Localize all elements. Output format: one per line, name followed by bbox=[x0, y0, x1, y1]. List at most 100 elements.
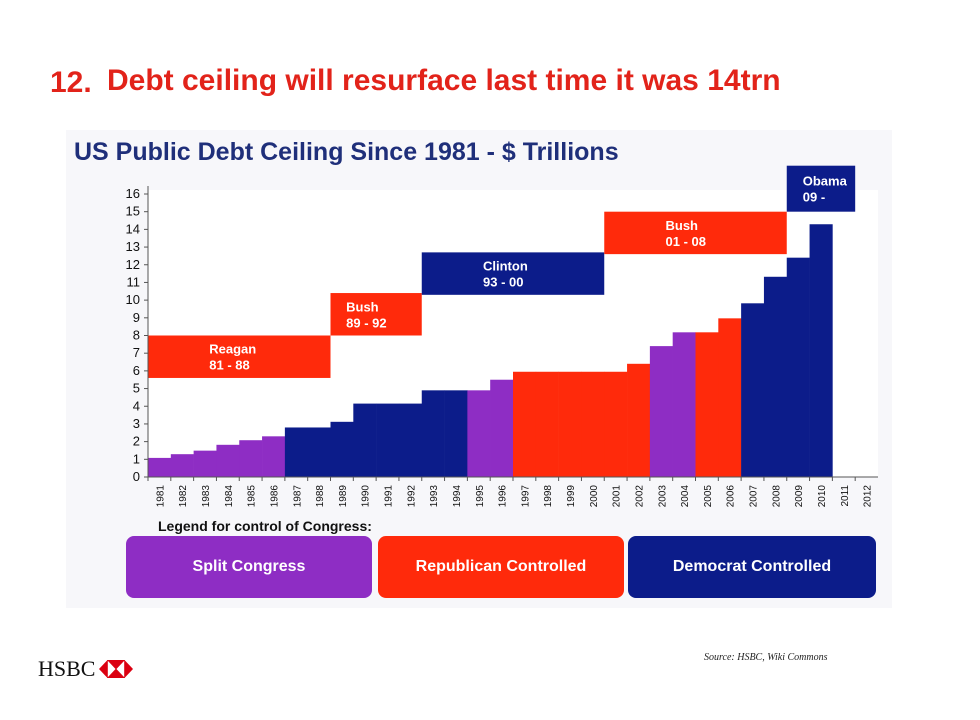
x-tick-label-1998: 1998 bbox=[543, 485, 554, 508]
y-tick-label-2: 2 bbox=[133, 434, 140, 449]
hsbc-hexagon-icon bbox=[99, 660, 134, 678]
slide-title: Debt ceiling will resurface last time it… bbox=[107, 64, 781, 97]
bar-1983 bbox=[193, 450, 217, 477]
y-tick-label-10: 10 bbox=[126, 292, 140, 307]
bar-1990 bbox=[353, 403, 377, 477]
y-tick-label-7: 7 bbox=[133, 345, 140, 360]
presidency-name-0: Reagan bbox=[209, 342, 256, 357]
y-tick-label-8: 8 bbox=[133, 328, 140, 343]
x-tick-label-1984: 1984 bbox=[224, 485, 235, 508]
slide-number: 12. bbox=[50, 66, 92, 99]
x-tick-label-1988: 1988 bbox=[315, 485, 326, 508]
x-tick-label-1999: 1999 bbox=[566, 485, 577, 508]
y-tick-label-3: 3 bbox=[133, 416, 140, 431]
bar-1988 bbox=[307, 427, 331, 477]
legend-democrat-controlled: Democrat Controlled bbox=[628, 536, 876, 598]
y-tick-label-5: 5 bbox=[133, 381, 140, 396]
x-tick-label-2008: 2008 bbox=[771, 485, 782, 508]
presidency-years-1: 89 - 92 bbox=[346, 315, 386, 330]
x-tick-label-2000: 2000 bbox=[589, 485, 600, 508]
chart-title: US Public Debt Ceiling Since 1981 - $ Tr… bbox=[74, 138, 619, 166]
x-tick-label-2010: 2010 bbox=[817, 485, 828, 508]
bar-2007 bbox=[741, 303, 765, 477]
x-tick-label-1996: 1996 bbox=[498, 485, 509, 508]
y-tick-label-15: 15 bbox=[126, 204, 140, 219]
x-tick-label-2012: 2012 bbox=[863, 485, 874, 508]
bar-1986 bbox=[262, 436, 286, 477]
x-tick-label-2007: 2007 bbox=[749, 485, 760, 508]
y-tick-label-6: 6 bbox=[133, 363, 140, 378]
bar-2010 bbox=[809, 224, 833, 477]
x-tick-label-1997: 1997 bbox=[520, 485, 531, 508]
x-tick-label-1991: 1991 bbox=[384, 485, 395, 508]
y-tick-label-14: 14 bbox=[126, 221, 140, 236]
bar-1984 bbox=[216, 444, 240, 477]
bar-1995 bbox=[467, 390, 491, 477]
x-tick-label-2001: 2001 bbox=[612, 485, 623, 508]
presidency-name-1: Bush bbox=[346, 299, 379, 314]
y-tick-label-1: 1 bbox=[133, 451, 140, 466]
bar-2003 bbox=[649, 346, 673, 477]
presidency-years-4: 09 - bbox=[803, 190, 825, 205]
bar-2006 bbox=[718, 318, 742, 477]
y-tick-label-12: 12 bbox=[126, 257, 140, 272]
legend-republican-label: Republican Controlled bbox=[415, 558, 587, 575]
x-tick-label-1990: 1990 bbox=[361, 485, 372, 508]
bar-2004 bbox=[672, 332, 696, 477]
x-tick-label-1989: 1989 bbox=[338, 485, 349, 508]
y-tick-label-0: 0 bbox=[133, 469, 140, 484]
bar-2002 bbox=[627, 363, 651, 477]
x-tick-label-2004: 2004 bbox=[680, 485, 691, 508]
bar-2009 bbox=[786, 257, 810, 477]
bar-1998 bbox=[535, 371, 559, 477]
x-tick-label-2011: 2011 bbox=[840, 485, 851, 507]
presidency-years-0: 81 - 88 bbox=[209, 358, 249, 373]
legend-split-congress: Split Congress bbox=[126, 536, 372, 598]
presidency-years-3: 01 - 08 bbox=[666, 234, 706, 249]
y-tick-label-4: 4 bbox=[133, 398, 140, 413]
legend-title: Legend for control of Congress: bbox=[158, 518, 372, 534]
y-tick-label-13: 13 bbox=[126, 239, 140, 254]
x-tick-label-2005: 2005 bbox=[703, 485, 714, 508]
x-tick-label-2006: 2006 bbox=[726, 485, 737, 508]
bar-1997 bbox=[513, 371, 537, 477]
x-tick-label-1995: 1995 bbox=[475, 485, 486, 508]
presidency-name-2: Clinton bbox=[483, 259, 528, 274]
bar-2000 bbox=[581, 371, 605, 477]
presidency-band-3 bbox=[604, 211, 787, 255]
bar-1981 bbox=[148, 457, 172, 477]
presidency-band-0 bbox=[148, 335, 331, 378]
bar-1985 bbox=[239, 440, 263, 477]
bar-1987 bbox=[284, 427, 308, 477]
x-tick-label-1987: 1987 bbox=[292, 485, 303, 508]
chart-panel: US Public Debt Ceiling Since 1981 - $ Tr… bbox=[66, 130, 892, 608]
presidency-band-2 bbox=[421, 252, 605, 295]
presidency-name-3: Bush bbox=[666, 218, 699, 233]
x-tick-label-1986: 1986 bbox=[269, 485, 280, 508]
presidency-name-4: Obama bbox=[803, 174, 848, 189]
bar-1989 bbox=[330, 421, 354, 477]
bar-2008 bbox=[763, 276, 788, 477]
bar-1994 bbox=[444, 390, 468, 477]
bar-1993 bbox=[421, 390, 445, 477]
bar-1992 bbox=[398, 403, 423, 477]
bar-1982 bbox=[170, 454, 194, 477]
legend-republican-controlled: Republican Controlled bbox=[378, 536, 624, 598]
x-tick-label-2009: 2009 bbox=[794, 485, 805, 508]
x-tick-label-1993: 1993 bbox=[429, 485, 440, 508]
y-tick-label-9: 9 bbox=[133, 310, 140, 325]
x-tick-label-1994: 1994 bbox=[452, 485, 463, 508]
x-tick-label-2002: 2002 bbox=[634, 485, 645, 508]
x-tick-label-1981: 1981 bbox=[155, 485, 166, 508]
y-tick-label-11: 11 bbox=[127, 274, 141, 289]
bar-1999 bbox=[558, 371, 582, 477]
x-tick-label-1983: 1983 bbox=[201, 485, 212, 508]
y-tick-label-16: 16 bbox=[126, 186, 140, 201]
bar-1991 bbox=[376, 403, 400, 477]
presidency-years-2: 93 - 00 bbox=[483, 275, 523, 290]
source-note: Source: HSBC, Wiki Commons bbox=[704, 652, 828, 663]
hsbc-logo-text: HSBC bbox=[38, 656, 96, 681]
bar-1996 bbox=[490, 379, 514, 477]
presidency-band-1 bbox=[330, 293, 422, 336]
